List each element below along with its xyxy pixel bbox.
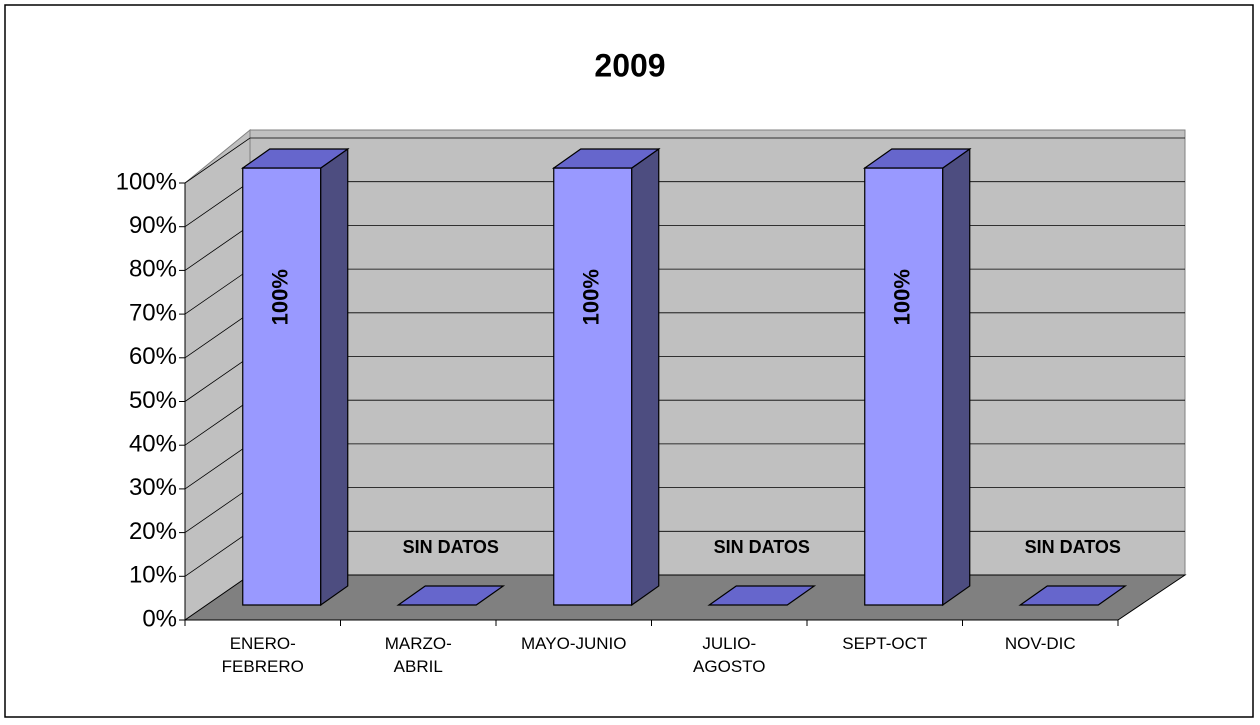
bar (862, 147, 972, 607)
bar-top (707, 585, 817, 606)
value-label: SIN DATOS (714, 537, 810, 557)
y-tick-label: 10% (129, 562, 177, 589)
bar (551, 147, 661, 607)
chart-title: 2009 (594, 47, 665, 83)
value-label: 100% (268, 269, 293, 325)
y-tick-label: 70% (129, 299, 177, 326)
y-tick-label: 60% (129, 343, 177, 370)
back-wall (249, 129, 1186, 576)
value-label: 100% (579, 269, 604, 325)
side-wall (184, 128, 251, 621)
bar (1018, 585, 1128, 606)
bar-side (631, 147, 660, 607)
y-tick-label: 100% (116, 168, 177, 195)
bar-front (864, 167, 944, 606)
y-tick-label: 50% (129, 387, 177, 414)
bar-top (1018, 585, 1128, 606)
y-tick-label: 40% (129, 431, 177, 458)
bar-side (320, 147, 349, 607)
bar-top (551, 148, 661, 169)
x-tick-label: ENERO-FEBRERO (221, 634, 304, 676)
x-tick-label: SEPT-OCT (842, 634, 928, 653)
bar-top (396, 585, 506, 606)
value-label: 100% (890, 269, 915, 325)
x-tick-label: NOV-DIC (1004, 634, 1076, 653)
x-tick-label: MARZO-ABRIL (384, 634, 452, 676)
y-tick-label: 30% (129, 474, 177, 501)
x-tick-label: MAYO-JUNIO (521, 634, 627, 653)
grid-line (184, 137, 1185, 184)
bar-front (242, 167, 322, 606)
value-label: SIN DATOS (1025, 537, 1121, 557)
bar-front (553, 167, 633, 606)
bar-top (862, 148, 972, 169)
bar (707, 585, 817, 606)
bar (240, 147, 350, 607)
bar-top (240, 148, 350, 169)
bar (396, 585, 506, 606)
y-tick-label: 0% (142, 605, 177, 632)
y-tick-label: 80% (129, 256, 177, 283)
y-tick-label: 20% (129, 518, 177, 545)
y-tick-label: 90% (129, 212, 177, 239)
value-label: SIN DATOS (403, 537, 499, 557)
x-tick-label: JULIO-AGOSTO (693, 634, 766, 676)
bar-side (942, 147, 971, 607)
